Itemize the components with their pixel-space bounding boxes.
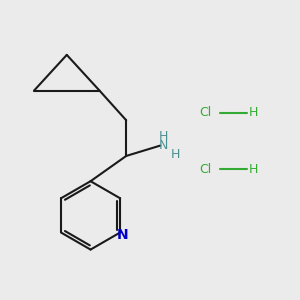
Text: N: N	[159, 139, 168, 152]
Text: Cl: Cl	[199, 106, 211, 119]
Text: H: H	[159, 130, 168, 143]
Text: Cl: Cl	[199, 163, 211, 176]
Text: H: H	[171, 148, 180, 161]
Text: H: H	[249, 106, 258, 119]
Text: H: H	[249, 163, 258, 176]
Text: N: N	[117, 228, 128, 242]
